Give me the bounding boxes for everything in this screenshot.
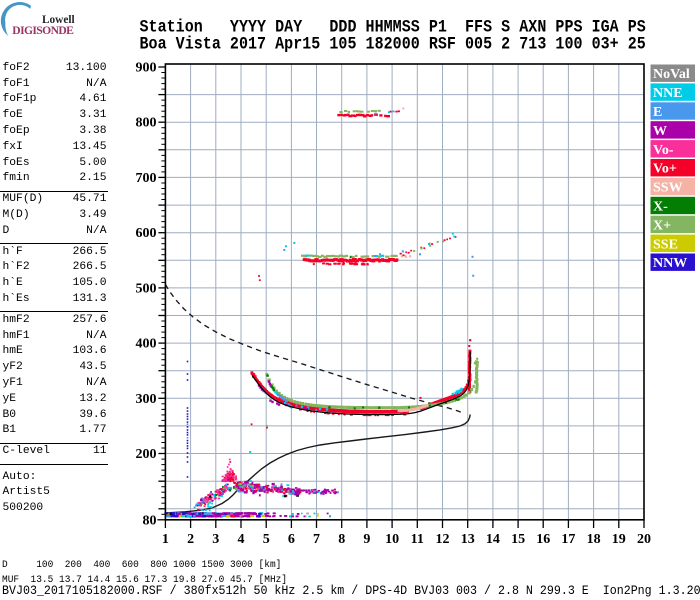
svg-text:7: 7 [313, 532, 320, 547]
svg-text:13: 13 [461, 532, 475, 547]
svg-text:9: 9 [363, 532, 370, 547]
svg-text:12: 12 [436, 532, 450, 547]
svg-text:80: 80 [143, 513, 157, 528]
svg-text:E: E [653, 105, 662, 120]
svg-text:NNW: NNW [653, 256, 687, 271]
svg-text:18: 18 [587, 532, 601, 547]
svg-text:16: 16 [536, 532, 550, 547]
svg-text:300: 300 [136, 392, 157, 407]
svg-text:17: 17 [561, 532, 575, 547]
svg-text:1: 1 [162, 532, 169, 547]
svg-text:400: 400 [136, 337, 157, 352]
svg-text:900: 900 [136, 61, 157, 76]
svg-text:800: 800 [136, 116, 157, 131]
svg-text:3: 3 [212, 532, 219, 547]
svg-text:700: 700 [136, 171, 157, 186]
svg-text:5: 5 [263, 532, 270, 547]
svg-text:2: 2 [187, 532, 194, 547]
svg-text:19: 19 [612, 532, 626, 547]
svg-text:600: 600 [136, 226, 157, 241]
svg-text:Lowell: Lowell [42, 14, 75, 26]
svg-text:X+: X+ [653, 218, 671, 233]
svg-text:10: 10 [385, 532, 399, 547]
svg-text:200: 200 [136, 447, 157, 462]
svg-text:X-: X- [653, 200, 668, 215]
svg-text:SSW: SSW [653, 181, 683, 196]
svg-text:W: W [653, 124, 667, 139]
svg-text:15: 15 [511, 532, 525, 547]
svg-text:11: 11 [411, 532, 424, 547]
svg-text:DIGISONDE: DIGISONDE [12, 24, 74, 37]
svg-text:8: 8 [338, 532, 345, 547]
svg-text:NNE: NNE [653, 86, 683, 101]
svg-text:Vo-: Vo- [653, 143, 674, 158]
svg-text:4: 4 [238, 532, 245, 547]
svg-text:SSE: SSE [653, 237, 678, 252]
svg-text:20: 20 [637, 532, 651, 547]
svg-text:NoVal: NoVal [653, 67, 690, 82]
svg-text:500: 500 [136, 281, 157, 296]
svg-text:6: 6 [288, 532, 295, 547]
svg-text:14: 14 [486, 532, 500, 547]
svg-text:Vo+: Vo+ [653, 162, 677, 177]
